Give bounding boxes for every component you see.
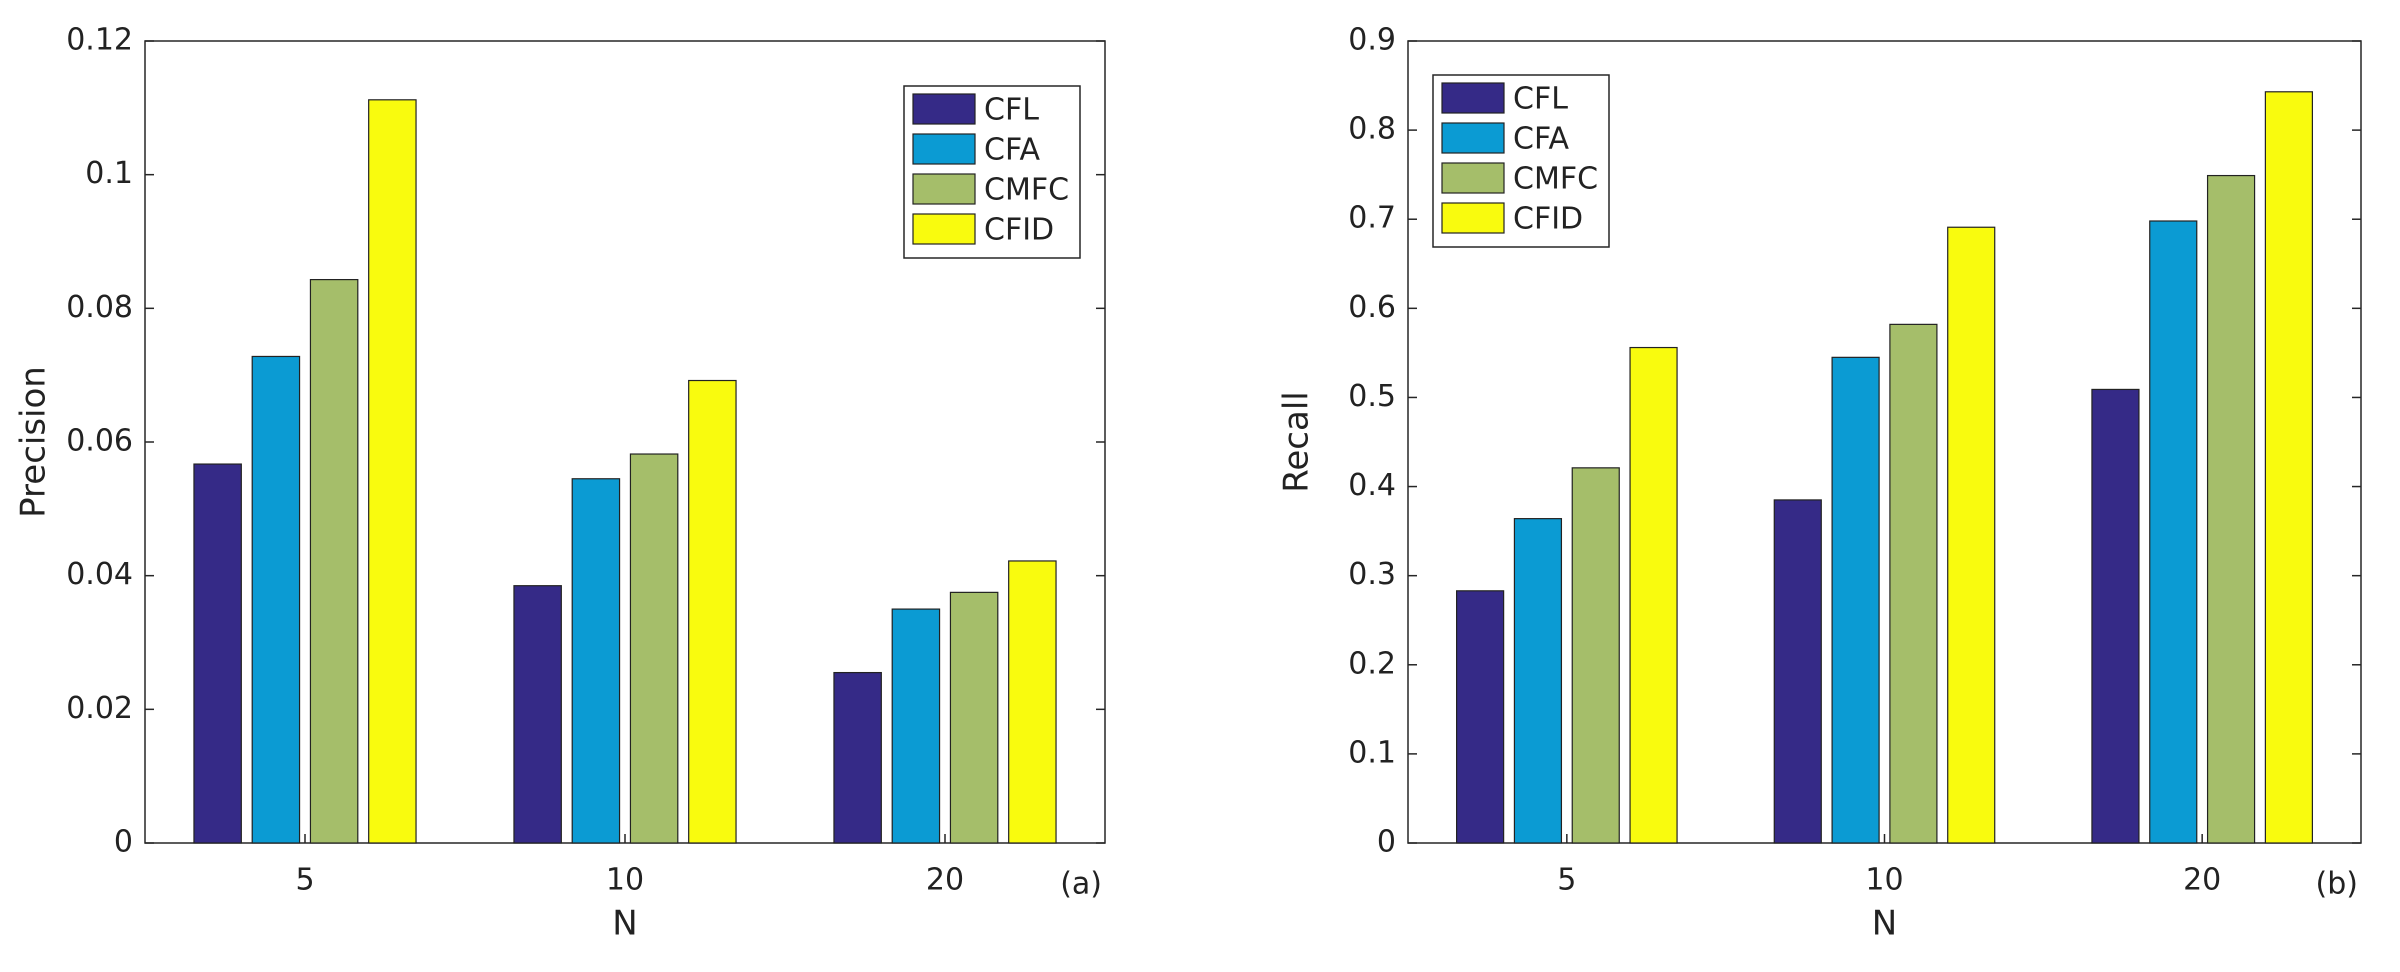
x-tick-label: 10	[1865, 863, 1903, 898]
y-tick-label: 0	[114, 825, 133, 860]
y-tick-label: 0.1	[1348, 735, 1396, 770]
y-tick-label: 0.5	[1348, 379, 1396, 414]
y-tick-label: 0.04	[66, 557, 133, 592]
bar	[251, 355, 301, 844]
bar	[833, 671, 882, 844]
legend-label: CFA	[1513, 122, 1569, 157]
y-tick-label: 0.1	[85, 156, 133, 191]
y-tick-label: 0.06	[66, 424, 133, 459]
bar	[2091, 388, 2140, 844]
bar	[1773, 499, 1822, 844]
legend-label: CMFC	[984, 173, 1069, 208]
panel-label: (a)	[1060, 867, 1102, 902]
y-axis-label: Recall	[1277, 391, 1317, 492]
y-tick-label: 0.12	[66, 23, 133, 58]
bar	[368, 99, 417, 844]
bar	[1947, 226, 1996, 844]
y-tick-label: 0	[1377, 825, 1396, 860]
legend-label: CFL	[984, 93, 1039, 128]
bar	[309, 278, 359, 844]
legend-label: CFID	[1513, 202, 1583, 237]
bar	[688, 379, 737, 844]
bar	[629, 453, 679, 844]
bar	[2264, 91, 2313, 844]
legend-label: CFL	[1513, 82, 1568, 117]
legend-swatch	[912, 173, 976, 205]
bar	[1629, 346, 1678, 844]
legend-label: CMFC	[1513, 162, 1598, 197]
legend-swatch	[912, 133, 976, 165]
bar	[1513, 518, 1563, 844]
legend-swatch	[1441, 202, 1505, 234]
y-tick-label: 0.08	[66, 290, 133, 325]
bar	[193, 463, 242, 844]
y-tick-label: 0.4	[1348, 468, 1396, 503]
x-tick-label: 10	[606, 863, 644, 898]
x-tick-label: 20	[2183, 863, 2221, 898]
legend-swatch	[1441, 82, 1505, 114]
bar	[513, 585, 562, 844]
bar	[891, 608, 941, 844]
y-tick-label: 0.3	[1348, 557, 1396, 592]
bar	[1456, 590, 1505, 844]
x-tick-label: 20	[926, 863, 964, 898]
bar	[1008, 560, 1057, 844]
bar	[1571, 467, 1620, 844]
bar	[949, 591, 999, 844]
y-tick-label: 0.8	[1348, 112, 1396, 147]
bar	[1889, 323, 1938, 844]
y-axis-label: Precision	[14, 366, 54, 518]
legend-label: CFID	[984, 213, 1054, 248]
bar	[1831, 356, 1880, 844]
legend-swatch	[1441, 162, 1505, 194]
x-axis-label: N	[612, 904, 637, 944]
bar	[571, 478, 621, 844]
legend-swatch	[912, 93, 976, 125]
x-axis-label: N	[1872, 904, 1897, 944]
y-tick-label: 0.9	[1348, 23, 1396, 58]
y-tick-label: 0.2	[1348, 646, 1396, 681]
bar	[2206, 174, 2256, 844]
y-tick-label: 0.6	[1348, 290, 1396, 325]
bar	[2149, 220, 2198, 844]
panel-label: (b)	[2316, 867, 2358, 902]
legend-swatch	[912, 213, 976, 245]
x-tick-label: 5	[1557, 863, 1576, 898]
legend-swatch	[1441, 122, 1505, 154]
y-tick-label: 0.7	[1348, 201, 1396, 236]
x-tick-label: 5	[295, 863, 314, 898]
y-tick-label: 0.02	[66, 691, 133, 726]
legend-label: CFA	[984, 133, 1040, 168]
